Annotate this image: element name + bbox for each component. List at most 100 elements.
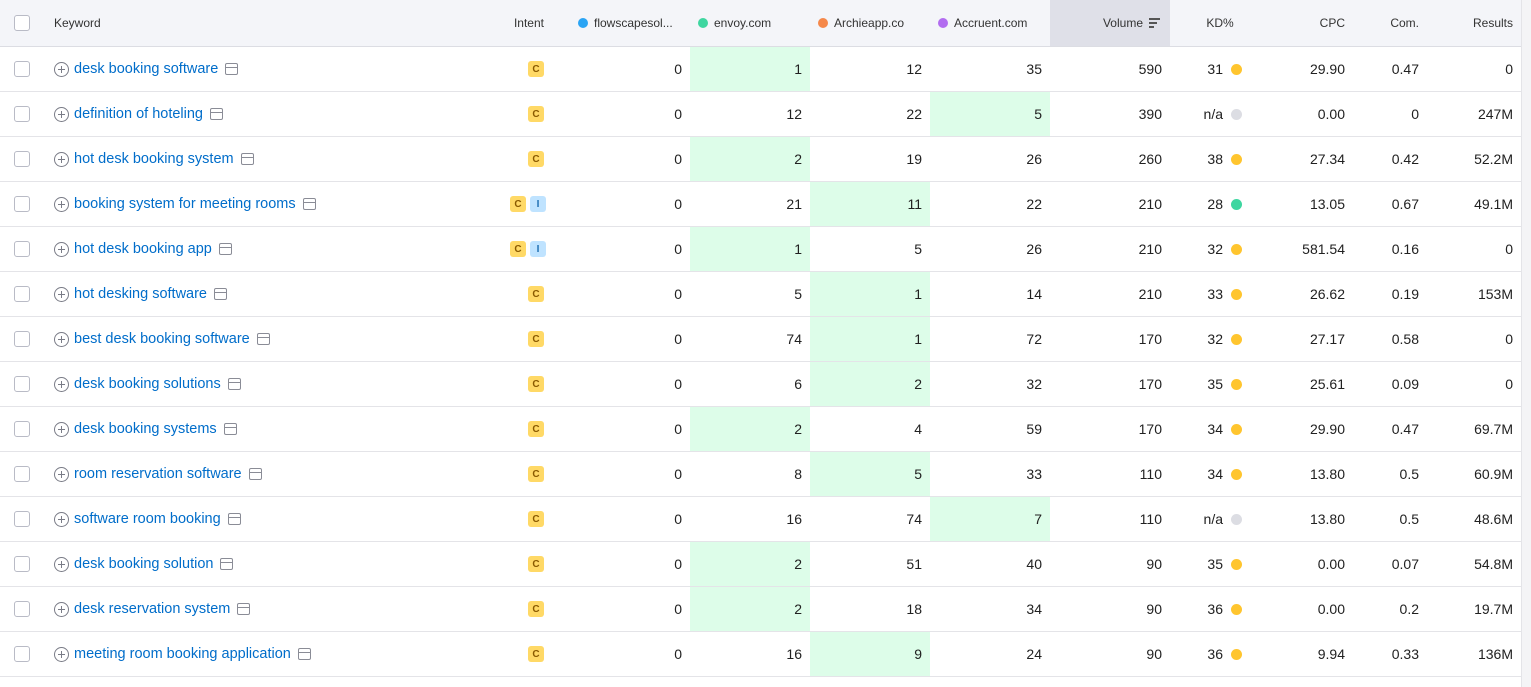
keyword-link[interactable]: booking system for meeting rooms	[74, 196, 296, 212]
keyword-link[interactable]: hot desk booking app	[74, 241, 212, 257]
keyword-link[interactable]: desk booking systems	[74, 421, 217, 437]
add-keyword-icon[interactable]	[54, 601, 69, 617]
keyword-link[interactable]: desk reservation system	[74, 601, 231, 617]
domain-position-cell[interactable]: 0	[570, 452, 690, 496]
domain-position-cell[interactable]: 1	[690, 227, 810, 271]
add-keyword-icon[interactable]	[54, 106, 69, 122]
keyword-link[interactable]: hot desking software	[74, 286, 207, 302]
domain-position-cell[interactable]: 21	[690, 182, 810, 226]
domain-position-cell[interactable]: 0	[570, 317, 690, 361]
sort-descending-icon[interactable]	[1149, 18, 1160, 28]
select-all-checkbox[interactable]	[14, 15, 30, 31]
keyword-link[interactable]: desk booking software	[74, 61, 219, 77]
domain-position-cell[interactable]: 0	[570, 362, 690, 406]
add-keyword-icon[interactable]	[54, 196, 69, 212]
row-checkbox[interactable]	[14, 61, 30, 77]
serp-features-icon[interactable]	[225, 63, 239, 75]
domain-position-cell[interactable]: 0	[570, 632, 690, 676]
row-checkbox[interactable]	[14, 421, 30, 437]
domain-position-cell[interactable]: 19	[810, 137, 930, 181]
serp-features-icon[interactable]	[220, 558, 234, 570]
keyword-link[interactable]: definition of hoteling	[74, 106, 203, 122]
serp-features-icon[interactable]	[256, 333, 270, 345]
domain-position-cell[interactable]: 6	[690, 362, 810, 406]
domain-position-cell[interactable]: 4	[810, 407, 930, 451]
serp-features-icon[interactable]	[227, 513, 241, 525]
domain-position-cell[interactable]: 0	[570, 182, 690, 226]
vertical-scrollbar[interactable]	[1521, 0, 1531, 687]
row-checkbox[interactable]	[14, 331, 30, 347]
domain-position-cell[interactable]: 5	[930, 92, 1050, 136]
serp-features-icon[interactable]	[237, 603, 251, 615]
header-domain-4[interactable]: Accruent.com	[930, 0, 1050, 46]
header-results[interactable]: Results	[1427, 0, 1521, 46]
header-com[interactable]: Com.	[1353, 0, 1427, 46]
row-checkbox[interactable]	[14, 286, 30, 302]
domain-position-cell[interactable]: 16	[690, 632, 810, 676]
keyword-link[interactable]: best desk booking software	[74, 331, 250, 347]
domain-position-cell[interactable]: 0	[570, 407, 690, 451]
serp-features-icon[interactable]	[210, 108, 223, 120]
domain-position-cell[interactable]: 22	[930, 182, 1050, 226]
domain-position-cell[interactable]: 2	[690, 587, 810, 631]
add-keyword-icon[interactable]	[54, 646, 69, 662]
add-keyword-icon[interactable]	[54, 421, 69, 437]
add-keyword-icon[interactable]	[54, 61, 69, 77]
domain-position-cell[interactable]: 18	[810, 587, 930, 631]
domain-position-cell[interactable]: 40	[930, 542, 1050, 586]
row-checkbox[interactable]	[14, 196, 30, 212]
domain-position-cell[interactable]: 9	[810, 632, 930, 676]
domain-position-cell[interactable]: 11	[810, 182, 930, 226]
domain-position-cell[interactable]: 0	[570, 497, 690, 541]
row-checkbox[interactable]	[14, 556, 30, 572]
domain-position-cell[interactable]: 8	[690, 452, 810, 496]
keyword-link[interactable]: room reservation software	[74, 466, 242, 482]
add-keyword-icon[interactable]	[54, 331, 69, 347]
domain-position-cell[interactable]: 16	[690, 497, 810, 541]
domain-position-cell[interactable]: 1	[690, 47, 810, 91]
domain-position-cell[interactable]: 0	[570, 542, 690, 586]
domain-position-cell[interactable]: 32	[930, 362, 1050, 406]
header-domain-1[interactable]: flowscapesol...	[570, 0, 690, 46]
keyword-link[interactable]: desk booking solution	[74, 556, 214, 572]
domain-position-cell[interactable]: 7	[930, 497, 1050, 541]
domain-position-cell[interactable]: 12	[690, 92, 810, 136]
keyword-link[interactable]: hot desk booking system	[74, 151, 234, 167]
header-domain-3[interactable]: Archieapp.co	[810, 0, 930, 46]
domain-position-cell[interactable]: 5	[810, 452, 930, 496]
domain-position-cell[interactable]: 24	[930, 632, 1050, 676]
domain-position-cell[interactable]: 5	[810, 227, 930, 271]
domain-position-cell[interactable]: 26	[930, 137, 1050, 181]
domain-position-cell[interactable]: 74	[810, 497, 930, 541]
add-keyword-icon[interactable]	[54, 376, 69, 392]
add-keyword-icon[interactable]	[54, 241, 69, 257]
row-checkbox[interactable]	[14, 376, 30, 392]
serp-features-icon[interactable]	[297, 648, 311, 660]
header-volume[interactable]: Volume	[1050, 0, 1170, 46]
row-checkbox[interactable]	[14, 106, 30, 122]
domain-position-cell[interactable]: 2	[690, 137, 810, 181]
add-keyword-icon[interactable]	[54, 511, 69, 527]
domain-position-cell[interactable]: 2	[690, 542, 810, 586]
domain-position-cell[interactable]: 2	[810, 362, 930, 406]
domain-position-cell[interactable]: 0	[570, 92, 690, 136]
domain-position-cell[interactable]: 72	[930, 317, 1050, 361]
keyword-link[interactable]: meeting room booking application	[74, 646, 291, 662]
keyword-link[interactable]: desk booking solutions	[74, 376, 221, 392]
header-keyword[interactable]: Keyword	[44, 0, 500, 46]
header-kd[interactable]: KD%	[1170, 0, 1250, 46]
header-domain-2[interactable]: envoy.com	[690, 0, 810, 46]
domain-position-cell[interactable]: 1	[810, 272, 930, 316]
keyword-link[interactable]: software room booking	[74, 511, 221, 527]
domain-position-cell[interactable]: 74	[690, 317, 810, 361]
domain-position-cell[interactable]: 14	[930, 272, 1050, 316]
header-intent[interactable]: Intent	[500, 0, 570, 46]
domain-position-cell[interactable]: 2	[690, 407, 810, 451]
domain-position-cell[interactable]: 0	[570, 227, 690, 271]
domain-position-cell[interactable]: 35	[930, 47, 1050, 91]
add-keyword-icon[interactable]	[54, 151, 69, 167]
domain-position-cell[interactable]: 51	[810, 542, 930, 586]
domain-position-cell[interactable]: 0	[570, 587, 690, 631]
add-keyword-icon[interactable]	[54, 286, 69, 302]
domain-position-cell[interactable]: 22	[810, 92, 930, 136]
